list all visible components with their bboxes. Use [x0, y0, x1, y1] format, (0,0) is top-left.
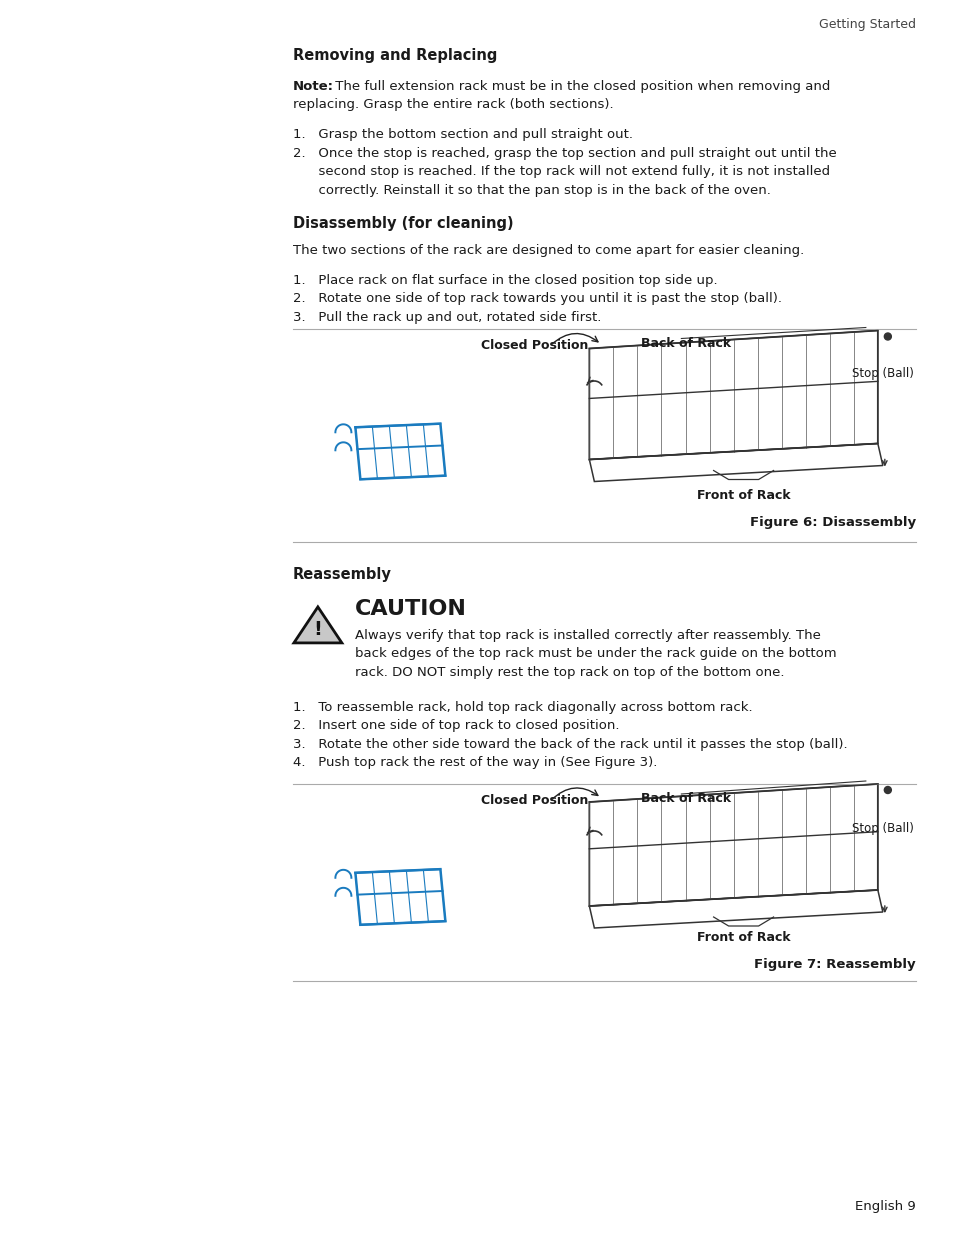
- Text: Stop (Ball): Stop (Ball): [851, 367, 913, 379]
- Circle shape: [883, 787, 890, 794]
- Text: 1.   Place rack on flat surface in the closed position top side up.: 1. Place rack on flat surface in the clo…: [293, 273, 717, 287]
- Text: Removing and Replacing: Removing and Replacing: [293, 48, 497, 63]
- Text: 2.   Rotate one side of top rack towards you until it is past the stop (ball).: 2. Rotate one side of top rack towards y…: [293, 291, 781, 305]
- Text: The full extension rack must be in the closed position when removing and: The full extension rack must be in the c…: [331, 80, 830, 93]
- Text: The two sections of the rack are designed to come apart for easier cleaning.: The two sections of the rack are designe…: [293, 243, 803, 257]
- Text: 1.   To reassemble rack, hold top rack diagonally across bottom rack.: 1. To reassemble rack, hold top rack dia…: [293, 700, 752, 714]
- Text: 2.   Insert one side of top rack to closed position.: 2. Insert one side of top rack to closed…: [293, 719, 618, 732]
- Text: CAUTION: CAUTION: [355, 599, 466, 619]
- Text: Reassembly: Reassembly: [293, 567, 392, 582]
- Text: 1.   Grasp the bottom section and pull straight out.: 1. Grasp the bottom section and pull str…: [293, 128, 632, 141]
- Text: Note:: Note:: [293, 80, 334, 93]
- Text: Closed Position: Closed Position: [480, 794, 587, 806]
- Text: !: !: [314, 620, 322, 638]
- Text: English 9: English 9: [854, 1200, 915, 1213]
- Text: 4.   Push top rack the rest of the way in (See Figure 3).: 4. Push top rack the rest of the way in …: [293, 756, 657, 769]
- Polygon shape: [294, 606, 341, 643]
- Text: Disassembly (for cleaning): Disassembly (for cleaning): [293, 215, 513, 231]
- Text: Figure 7: Reassembly: Figure 7: Reassembly: [754, 958, 915, 971]
- Text: Closed Position: Closed Position: [480, 338, 587, 352]
- Text: Figure 6: Disassembly: Figure 6: Disassembly: [749, 515, 915, 529]
- Text: Back of Rack: Back of Rack: [640, 792, 731, 805]
- Text: Front of Rack: Front of Rack: [696, 489, 790, 501]
- Text: correctly. Reinstall it so that the pan stop is in the back of the oven.: correctly. Reinstall it so that the pan …: [293, 184, 770, 196]
- Text: second stop is reached. If the top rack will not extend fully, it is not install: second stop is reached. If the top rack …: [293, 165, 829, 178]
- Text: Stop (Ball): Stop (Ball): [851, 823, 913, 835]
- Text: Always verify that top rack is installed correctly after reassembly. The: Always verify that top rack is installed…: [355, 629, 820, 641]
- Text: Front of Rack: Front of Rack: [696, 931, 790, 944]
- Text: replacing. Grasp the entire rack (both sections).: replacing. Grasp the entire rack (both s…: [293, 98, 613, 111]
- Text: back edges of the top rack must be under the rack guide on the bottom: back edges of the top rack must be under…: [355, 647, 836, 659]
- Text: rack. DO NOT simply rest the top rack on top of the bottom one.: rack. DO NOT simply rest the top rack on…: [355, 666, 783, 678]
- Text: 2.   Once the stop is reached, grasp the top section and pull straight out until: 2. Once the stop is reached, grasp the t…: [293, 147, 836, 159]
- Circle shape: [883, 333, 890, 340]
- Text: Getting Started: Getting Started: [818, 19, 915, 31]
- Text: 3.   Rotate the other side toward the back of the rack until it passes the stop : 3. Rotate the other side toward the back…: [293, 737, 846, 751]
- Text: Back of Rack: Back of Rack: [640, 336, 731, 350]
- Text: 3.   Pull the rack up and out, rotated side first.: 3. Pull the rack up and out, rotated sid…: [293, 310, 600, 324]
